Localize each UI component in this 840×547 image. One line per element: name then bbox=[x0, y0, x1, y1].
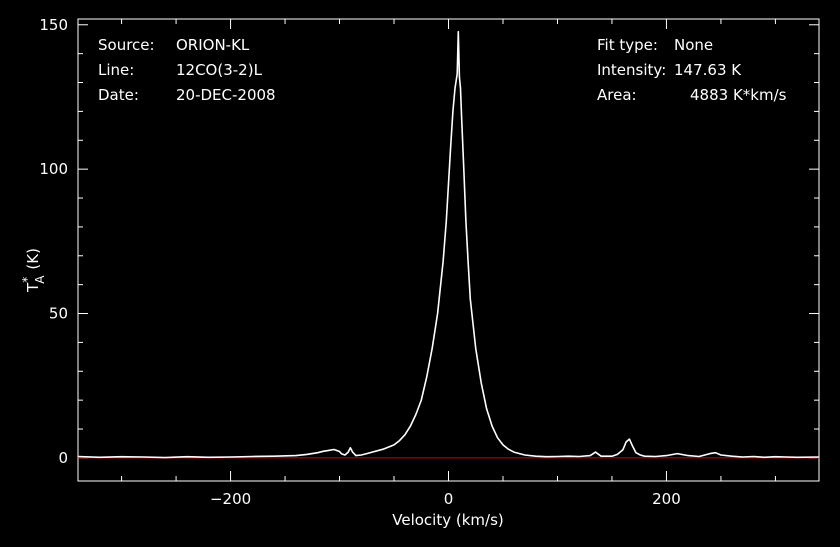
svg-text:T*A(K): T*A (K) bbox=[20, 248, 47, 293]
y-axis-label: T*A (K) bbox=[20, 248, 47, 293]
date-key: Date: bbox=[98, 86, 139, 104]
intensity-value: 147.63 K bbox=[674, 61, 742, 79]
y-tick-label: 150 bbox=[39, 16, 68, 34]
fit-type-key: Fit type: bbox=[597, 36, 658, 54]
info-right: Fit type: None Intensity: 147.63 K Area:… bbox=[597, 36, 787, 104]
spectrum-line bbox=[77, 30, 820, 459]
area-key: Area: bbox=[597, 86, 637, 104]
x-tick-label: 200 bbox=[652, 490, 681, 508]
area-value: 4883 K*km/s bbox=[690, 86, 787, 104]
intensity-key: Intensity: bbox=[597, 61, 666, 79]
y-axis-label-subscript: A bbox=[33, 275, 47, 284]
x-axis-label: Velocity (km/s) bbox=[392, 511, 503, 529]
line-value: 12CO(3-2)L bbox=[176, 61, 263, 79]
y-tick-label: 100 bbox=[39, 160, 68, 178]
info-left: Source: ORION-KL Line: 12CO(3-2)L Date: … bbox=[98, 36, 276, 104]
y-tick-label: 50 bbox=[49, 305, 68, 323]
axis-tick-labels: −200 0 200 0 50 100 150 bbox=[39, 16, 680, 508]
y-axis-label-superscript: * bbox=[20, 277, 34, 283]
y-axis-label-main: T bbox=[24, 282, 42, 293]
date-value: 20-DEC-2008 bbox=[176, 86, 276, 104]
x-tick-label: 0 bbox=[444, 490, 454, 508]
fit-type-value: None bbox=[674, 36, 713, 54]
line-key: Line: bbox=[98, 61, 134, 79]
x-tick-label: −200 bbox=[210, 490, 251, 508]
source-key: Source: bbox=[98, 36, 155, 54]
source-value: ORION-KL bbox=[176, 36, 250, 54]
y-axis-label-unit: (K) bbox=[24, 248, 42, 270]
y-tick-label: 0 bbox=[58, 449, 68, 467]
